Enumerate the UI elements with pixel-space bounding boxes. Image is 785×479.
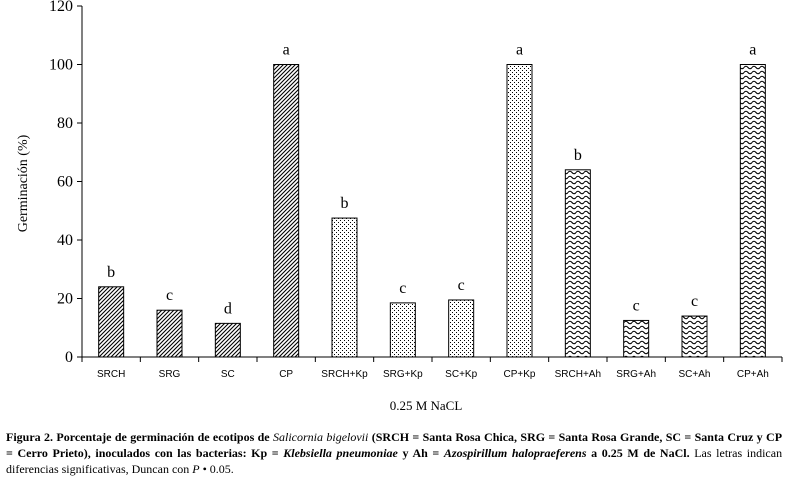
labels: Germinación (%) 0.25 M NaCL b SRCH c SRG d SC a C…: [16, 42, 769, 414]
significance-letter: d: [224, 300, 232, 317]
bar-cp: [273, 64, 300, 358]
x-tick-label: SRCH+Ah: [555, 369, 601, 380]
bar-srg-ah: [623, 319, 650, 358]
bar-cp-ah: [739, 64, 766, 358]
significance-letter: b: [107, 264, 115, 281]
caption-bold-1: Porcentaje de germinación de ecotipos de: [56, 430, 270, 444]
bar-srg: [156, 309, 183, 358]
bar-sc-ah: [681, 315, 708, 358]
significance-letter: c: [399, 280, 406, 297]
caption-normal-1: Las letras indican diferencias significa…: [6, 446, 783, 476]
x-tick-label: SRG: [159, 369, 181, 380]
significance-letter: b: [574, 147, 582, 164]
caption-bold-4: a 0.25 M de NaCl.: [591, 446, 690, 460]
bar-srch-kp: [331, 217, 358, 358]
x-tick-label: SC: [221, 369, 235, 380]
y-tick-label: 20: [57, 291, 73, 308]
y-tick-label: 80: [57, 115, 73, 132]
significance-letter: a: [749, 42, 756, 59]
significance-letter: a: [283, 42, 290, 59]
x-axis-label: 0.25 M NaCL: [390, 398, 463, 413]
significance-letter: c: [458, 277, 465, 294]
bar-srg-kp: [389, 302, 416, 358]
bar-cp-kp: [506, 64, 533, 358]
significance-letter: b: [341, 195, 349, 212]
caption-bold-3: y Ah =: [402, 446, 440, 460]
bar-sc-kp: [448, 299, 475, 358]
y-tick-label: 120: [49, 0, 73, 15]
significance-letter: c: [691, 293, 698, 310]
caption-bacteria-1: Klebsiella pneumoniae: [283, 446, 398, 460]
y-tick-label: 40: [57, 232, 73, 249]
x-tick-label: SRG+Kp: [383, 369, 423, 380]
caption-species: Salicornia bigelovii: [273, 430, 369, 444]
bars: [98, 64, 766, 358]
caption-bacteria-2: Azospirillum halopraeferens: [443, 446, 587, 460]
bar-chart: 0 20 40 60 80 100 120 Germinación (%) 0.25 M Na…: [16, 0, 783, 414]
caption-fig-label: Figura 2.: [6, 430, 54, 444]
bar-srch-ah: [564, 169, 591, 358]
x-tick-label: SRG+Ah: [616, 369, 656, 380]
caption-normal-2: • 0.05.: [202, 462, 234, 476]
significance-letter: c: [166, 287, 173, 304]
caption-bold-2: (SRCH = Santa Rosa Chica, SRG = Santa Ro…: [6, 430, 783, 460]
y-tick-label: 60: [57, 174, 73, 191]
x-tick-label: SRCH+Kp: [321, 369, 368, 380]
x-tick-label: CP: [279, 369, 293, 380]
y-tick-label: 100: [49, 57, 73, 74]
x-tick-label: CP+Kp: [504, 369, 536, 380]
x-tick-label: SC+Ah: [679, 369, 711, 380]
x-tick-label: SRCH: [97, 369, 125, 380]
y-axis-label: Germinación (%): [16, 134, 31, 232]
bar-srch: [98, 286, 125, 358]
bar-sc: [214, 322, 241, 358]
x-tick-label: SC+Kp: [445, 369, 477, 380]
significance-letter: a: [516, 42, 523, 59]
caption-p-symbol: P: [192, 462, 200, 476]
x-tick-label: CP+Ah: [737, 369, 769, 380]
axes: 0 20 40 60 80 100 120: [49, 0, 783, 366]
y-tick-label: 0: [65, 349, 73, 366]
significance-letter: c: [633, 297, 640, 314]
figure-caption: Figura 2. Porcentaje de germinación de e…: [6, 429, 782, 477]
